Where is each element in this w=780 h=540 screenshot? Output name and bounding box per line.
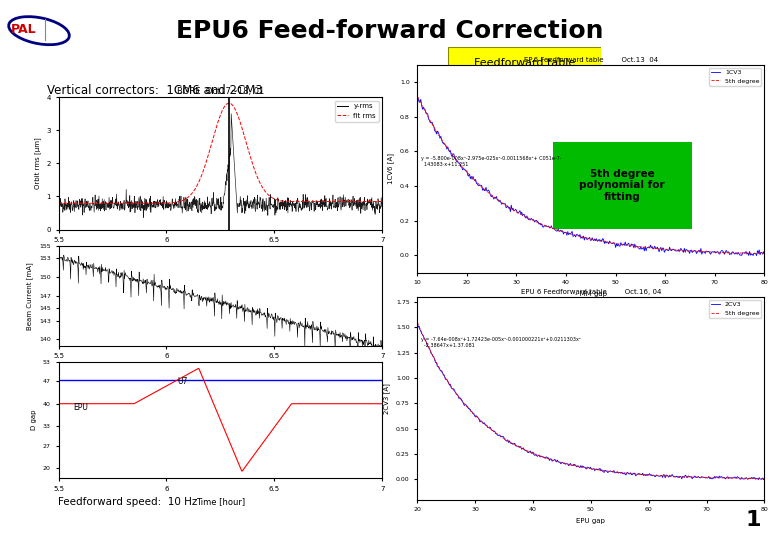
5th degree: [413, 319, 422, 326]
Line: 5th degree: 5th degree: [417, 322, 764, 478]
Text: 1: 1: [745, 510, 760, 530]
Legend: 2CV3, 5th degree: 2CV3, 5th degree: [709, 300, 761, 318]
1CV3: [413, 93, 422, 99]
5th degree: [665, 473, 674, 480]
Y-axis label: Orbit rms [μm]: Orbit rms [μm]: [34, 138, 41, 189]
2CV3: [526, 448, 535, 454]
5th degree: [526, 216, 535, 222]
Legend: 1CV3, 5th degree: 1CV3, 5th degree: [709, 68, 761, 85]
Title: BORE  Oct17~18, 01: BORE Oct17~18, 01: [177, 87, 264, 97]
5th degree: [663, 246, 672, 253]
Text: EPU: EPU: [73, 403, 88, 412]
2CV3: [665, 472, 674, 478]
Text: Feedforward table: Feedforward table: [474, 58, 575, 68]
Title: EPU 6 Feedforward table        Oct.16, 04: EPU 6 Feedforward table Oct.16, 04: [521, 289, 661, 295]
Line: 1CV3: 1CV3: [417, 96, 764, 255]
Line: 5th degree: 5th degree: [417, 96, 764, 254]
5th degree: [665, 246, 674, 253]
Y-axis label: 2CV3 [A]: 2CV3 [A]: [384, 383, 390, 414]
Y-axis label: D gap: D gap: [31, 410, 37, 430]
2CV3: [760, 475, 769, 481]
5th degree: [631, 471, 640, 477]
X-axis label: EPU gap: EPU gap: [576, 518, 605, 524]
X-axis label: Time [hour]: Time [hour]: [196, 497, 245, 506]
Text: U7: U7: [177, 377, 187, 387]
1CV3: [455, 160, 464, 166]
1CV3: [550, 226, 559, 233]
1CV3: [760, 251, 769, 258]
Line: 2CV3: 2CV3: [417, 322, 764, 480]
1CV3: [526, 217, 535, 223]
Text: PAL: PAL: [11, 23, 37, 36]
X-axis label: - MM gap: - MM gap: [575, 291, 607, 297]
2CV3: [455, 395, 464, 402]
5th degree: [663, 473, 672, 480]
5th degree: [631, 243, 640, 249]
2CV3: [550, 456, 559, 463]
Title: EP.6 Feedforward table        Oct.13  04: EP.6 Feedforward table Oct.13 04: [524, 57, 658, 63]
1CV3: [631, 244, 640, 251]
Text: EPU6 Feed-forward Correction: EPU6 Feed-forward Correction: [176, 19, 604, 43]
Text: Feedforward speed:  10 Hz: Feedforward speed: 10 Hz: [58, 496, 198, 507]
Text: 5th degree
polynomial for
fitting: 5th degree polynomial for fitting: [580, 169, 665, 202]
5th degree: [455, 160, 464, 166]
2CV3: [759, 476, 768, 483]
5th degree: [413, 93, 422, 99]
2CV3: [413, 319, 422, 326]
5th degree: [760, 251, 769, 257]
Text: Vertical correctors:  1CM6 and 2CM3: Vertical correctors: 1CM6 and 2CM3: [47, 84, 263, 97]
5th degree: [550, 226, 559, 232]
2CV3: [631, 472, 640, 479]
Text: y = -5.800e-008x⁵-2.975e-025x⁴-0.0011568x³+ C051e-7·
  143083·x+11.251: y = -5.800e-008x⁵-2.975e-025x⁴-0.0011568…: [420, 156, 561, 167]
Y-axis label: 1CV6 [A]: 1CV6 [A]: [388, 153, 394, 184]
1CV3: [752, 252, 761, 259]
5th degree: [455, 394, 464, 401]
1CV3: [665, 244, 674, 251]
5th degree: [550, 457, 559, 464]
2CV3: [663, 473, 672, 480]
Legend: y-rms, fit rms: y-rms, fit rms: [335, 100, 379, 122]
5th degree: [526, 449, 535, 455]
FancyBboxPatch shape: [553, 141, 692, 229]
1CV3: [663, 247, 672, 254]
5th degree: [760, 475, 769, 482]
Text: y = -7.64e-008x⁵+1.72423e-005x⁴-0.001000221x³+0.0211303x²
  -2.38647x+1.37.081: y = -7.64e-008x⁵+1.72423e-005x⁴-0.001000…: [420, 338, 580, 348]
Y-axis label: Beam Current [mA]: Beam Current [mA]: [27, 262, 34, 329]
